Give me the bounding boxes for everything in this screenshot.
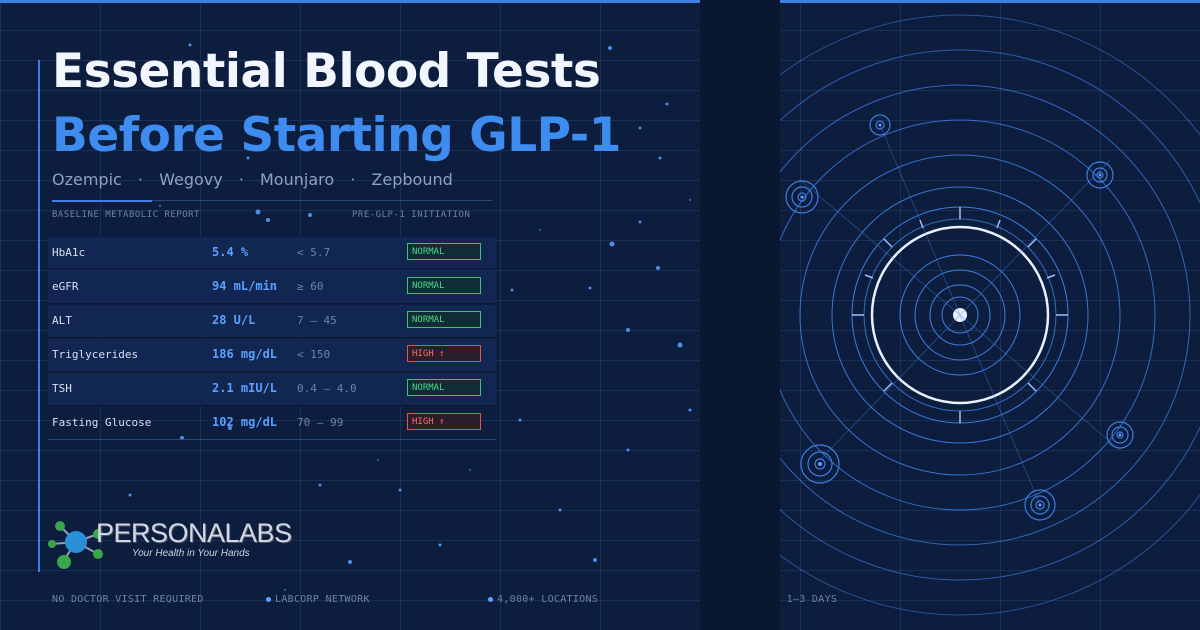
test-name: TSH bbox=[52, 382, 72, 395]
test-range: < 5.7 bbox=[297, 246, 331, 259]
test-row-tsh: TSH 2.1 mIU/L 0.4 – 4.0 NORMAL bbox=[48, 373, 496, 406]
footer-text: LABCORP NETWORK bbox=[275, 594, 370, 605]
drug-underline bbox=[152, 200, 492, 201]
test-row-triglycerides: Triglycerides 186 mg/dL < 150 HIGH ↑ bbox=[48, 339, 496, 372]
personalabs-logo: PERSONALABS Your Health in Your Hands bbox=[46, 514, 306, 574]
status-badge: NORMAL bbox=[407, 311, 481, 328]
test-value: 94 mL/min bbox=[212, 279, 278, 293]
molecule-logo-icon bbox=[48, 521, 103, 569]
report-context-label: PRE-GLP-1 INITIATION bbox=[352, 210, 471, 220]
test-value: 186 mg/dL bbox=[212, 347, 278, 361]
test-value: 28 U/L bbox=[212, 313, 256, 327]
top-accent-bar-right bbox=[780, 0, 1200, 3]
status-badge: NORMAL bbox=[407, 243, 481, 260]
bullet-dot-icon bbox=[266, 596, 271, 602]
test-row-hba1c: HbA1c 5.4 % < 5.7 NORMAL bbox=[48, 237, 496, 270]
status-badge: HIGH ↑ bbox=[407, 345, 481, 362]
radar-graphic bbox=[780, 14, 1200, 616]
status-badge: NORMAL bbox=[407, 277, 481, 294]
test-name: eGFR bbox=[52, 280, 79, 293]
footer-item-locations: 4,000+ LOCATIONS bbox=[488, 594, 598, 605]
logo-tagline: Your Health in Your Hands bbox=[132, 548, 250, 559]
status-badge: NORMAL bbox=[407, 379, 481, 396]
drug-separator: · bbox=[137, 170, 144, 189]
drug-wegovy: Wegovy bbox=[159, 170, 223, 189]
test-row-alt: ALT 28 U/L 7 – 45 NORMAL bbox=[48, 305, 496, 338]
radar-panel: N 1–3 DAYS bbox=[780, 0, 1200, 630]
test-value: 2.1 mIU/L bbox=[212, 381, 278, 395]
test-name: Fasting Glucose bbox=[52, 416, 152, 429]
logo-wordmark: PERSONALABS bbox=[96, 518, 292, 548]
report-label: BASELINE METABOLIC REPORT bbox=[52, 210, 200, 220]
test-value: 5.4 % bbox=[212, 245, 249, 259]
drug-separator: · bbox=[350, 170, 356, 189]
test-row-fasting-glucose: Fasting Glucose 102 mg/dL 70 – 99 HIGH ↑ bbox=[48, 407, 496, 440]
drug-underline-accent bbox=[52, 200, 152, 202]
test-range: 70 – 99 bbox=[297, 416, 344, 429]
footer-item-labcorp: LABCORP NETWORK bbox=[266, 594, 370, 605]
title-line-2: Before Starting GLP-1 bbox=[52, 108, 621, 163]
test-range: < 150 bbox=[297, 348, 331, 361]
drug-separator: · bbox=[238, 170, 244, 189]
test-range: 0.4 – 4.0 bbox=[297, 382, 357, 395]
top-accent-bar bbox=[0, 0, 700, 3]
test-row-egfr: eGFR 94 mL/min ≥ 60 NORMAL bbox=[48, 271, 496, 304]
panel-divider bbox=[700, 0, 780, 630]
star-field bbox=[128, 43, 692, 592]
drug-ozempic: Ozempic bbox=[52, 170, 122, 189]
drug-zepbound: Zepbound bbox=[371, 170, 453, 189]
bullet-dot-icon bbox=[488, 596, 493, 602]
title-line-1: Essential Blood Tests bbox=[52, 44, 601, 99]
drug-list: Ozempic · Wegovy · Mounjaro · Zepbound bbox=[52, 170, 453, 189]
test-value: 102 mg/dL bbox=[212, 415, 278, 429]
test-name: HbA1c bbox=[52, 246, 86, 259]
footer-item-no-doctor: NO DOCTOR VISIT REQUIRED bbox=[52, 594, 204, 605]
test-range: ≥ 60 bbox=[297, 280, 324, 293]
footer-text: 4,000+ LOCATIONS bbox=[497, 594, 599, 605]
accent-vertical-line bbox=[38, 60, 40, 572]
test-name: ALT bbox=[52, 314, 72, 327]
test-range: 7 – 45 bbox=[297, 314, 337, 327]
test-name: Triglycerides bbox=[52, 348, 139, 361]
drug-mounjaro: Mounjaro bbox=[260, 170, 335, 189]
status-badge: HIGH ↑ bbox=[407, 413, 481, 430]
footer-item-turnaround: N 1–3 DAYS bbox=[780, 594, 838, 605]
